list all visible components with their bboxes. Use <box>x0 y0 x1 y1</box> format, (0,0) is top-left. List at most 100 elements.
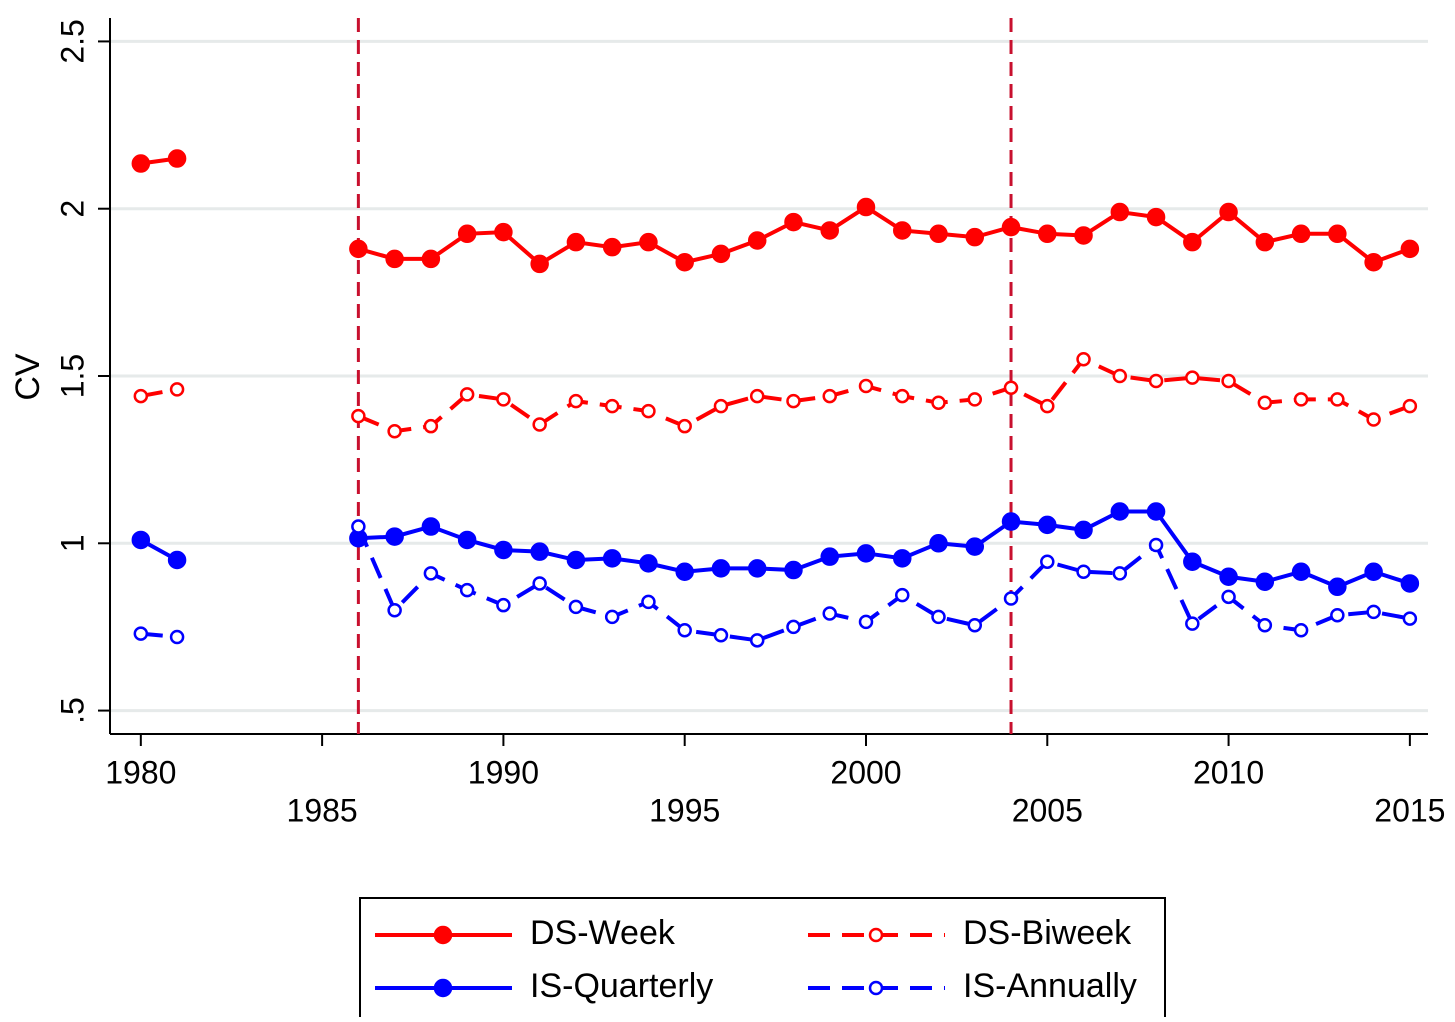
data-point <box>1040 554 1055 569</box>
data-point <box>711 559 731 578</box>
data-point <box>822 388 837 404</box>
data-point <box>1255 572 1275 592</box>
legend-marker <box>433 978 453 998</box>
data-point <box>385 527 404 546</box>
data-point <box>641 594 656 610</box>
data-point <box>1148 537 1164 553</box>
x-tick-label: 2005 <box>1012 792 1083 828</box>
y-tick-label: 2 <box>54 200 90 218</box>
legend-label: IS-Quarterly <box>530 967 713 1005</box>
data-point <box>1330 607 1345 623</box>
data-point <box>967 392 983 407</box>
data-point <box>568 393 584 409</box>
data-point <box>385 249 404 269</box>
y-tick-label: 1.5 <box>54 354 90 398</box>
data-point <box>1366 604 1381 620</box>
data-point <box>421 249 441 269</box>
data-point <box>566 232 586 252</box>
data-point <box>711 244 731 264</box>
data-point <box>566 550 586 570</box>
data-point <box>639 232 658 252</box>
legend-box <box>359 897 1166 1022</box>
data-point <box>749 633 765 648</box>
data-point <box>1146 207 1166 227</box>
data-point <box>677 623 692 638</box>
data-point <box>784 560 803 580</box>
y-axis-label: CV <box>9 353 47 401</box>
data-point <box>421 517 441 536</box>
data-point <box>786 393 801 409</box>
data-point <box>1038 224 1057 244</box>
data-point <box>423 418 439 434</box>
data-point <box>131 530 151 550</box>
data-point <box>604 609 620 625</box>
data-point <box>641 403 656 419</box>
data-point <box>1148 373 1164 389</box>
legend-label: DS-Week <box>530 914 676 952</box>
x-tick-label: 1995 <box>649 792 720 828</box>
data-point <box>1146 502 1166 521</box>
data-point <box>893 221 912 240</box>
data-point <box>893 549 912 568</box>
data-point <box>387 423 402 439</box>
data-point <box>1076 352 1091 367</box>
data-point <box>1112 368 1128 384</box>
data-point <box>1221 373 1236 389</box>
data-point <box>1400 574 1420 593</box>
data-point <box>820 221 839 240</box>
data-point <box>1112 566 1128 581</box>
data-point <box>1040 398 1055 414</box>
data-point <box>1076 564 1091 579</box>
data-point <box>457 530 477 550</box>
y-tick-label: 2.5 <box>54 19 90 63</box>
data-point <box>1400 239 1420 259</box>
x-tick-label: 1985 <box>287 792 358 828</box>
data-point <box>1293 623 1309 638</box>
data-point <box>1330 392 1345 407</box>
data-point <box>1183 232 1202 252</box>
data-point <box>1110 502 1130 521</box>
data-point <box>675 562 694 581</box>
data-point <box>1257 618 1273 633</box>
legend: DS-Week DS-Biweek IS-Quarterly IS-Annually <box>359 897 1166 1022</box>
data-point <box>494 222 513 242</box>
data-point <box>423 566 439 581</box>
data-point <box>749 388 765 404</box>
data-point <box>784 212 803 232</box>
data-point <box>747 231 767 250</box>
x-tick-label: 2015 <box>1374 792 1445 828</box>
data-point <box>351 408 366 424</box>
data-point <box>895 388 910 404</box>
data-point <box>895 587 910 603</box>
data-point <box>532 417 547 432</box>
data-point <box>167 149 187 168</box>
data-point <box>169 629 185 645</box>
data-point <box>1219 202 1238 222</box>
data-point <box>351 519 366 534</box>
data-point <box>1003 380 1019 395</box>
x-tick-label: 2000 <box>830 754 901 790</box>
data-point <box>1001 217 1021 237</box>
data-point <box>677 418 692 434</box>
data-point <box>1074 226 1093 245</box>
data-point <box>822 606 837 621</box>
y-tick-label: .5 <box>54 697 90 724</box>
data-point <box>387 602 402 618</box>
legend-marker <box>868 927 884 943</box>
data-point <box>602 549 622 568</box>
data-point <box>494 540 513 560</box>
data-point <box>858 378 874 394</box>
data-point <box>457 224 477 244</box>
data-point <box>1366 412 1381 427</box>
data-point <box>931 395 946 411</box>
data-point <box>1328 577 1347 597</box>
data-point <box>820 547 839 566</box>
data-point <box>1291 224 1311 244</box>
data-point <box>133 626 149 641</box>
data-point <box>1003 591 1019 606</box>
data-point <box>1291 562 1311 581</box>
legend-marker <box>433 925 453 945</box>
data-point <box>167 550 187 570</box>
data-point <box>1402 398 1418 414</box>
